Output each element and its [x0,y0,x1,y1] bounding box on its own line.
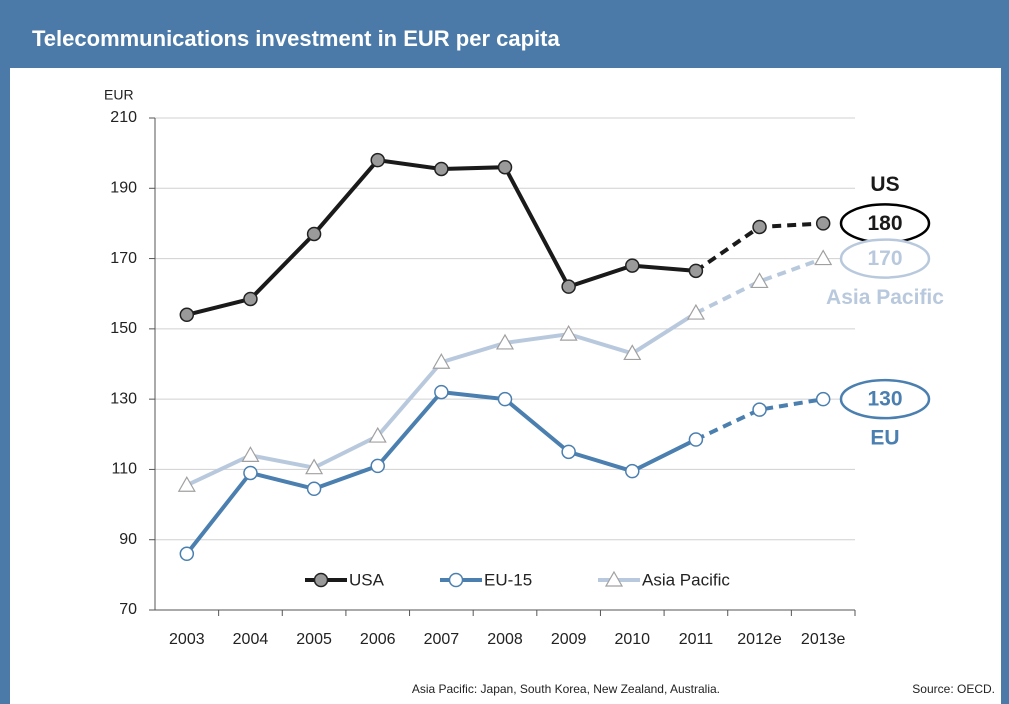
x-tick-label: 2013e [801,631,846,648]
y-tick-label: 150 [110,320,137,337]
point [625,258,640,273]
y-tick-label: 70 [119,601,137,618]
point [497,159,513,175]
header-bar [0,0,1009,68]
point [752,402,767,417]
point [815,216,831,231]
point [432,353,451,369]
y-tick-label: 190 [110,180,137,197]
x-tick-label: 2011 [679,631,714,648]
line [186,158,697,317]
point [752,219,767,235]
right-border [1001,0,1009,704]
source: Source: OECD. [912,682,995,696]
legend-marker [448,572,464,588]
footnote: Asia Pacific: Japan, South Korea, New Ze… [412,682,720,696]
end-label-oval [839,378,931,420]
y-tick-label: 90 [119,531,137,548]
point [688,432,704,447]
x-tick-label: 2012e [737,631,782,648]
end-tag: Asia Pacific [826,286,944,309]
line [185,390,697,556]
end-label: 170 [867,247,902,270]
end-label-oval [839,238,931,279]
point [306,226,322,242]
y-axis-label: EUR [104,87,134,103]
point [497,391,513,407]
point [370,152,385,168]
point [559,324,578,341]
x-tick-label: 2007 [424,631,460,648]
legend-marker [313,572,329,588]
end-tag: US [870,173,899,196]
point [625,463,640,479]
point [177,476,196,492]
point [179,307,195,323]
legend-label: Asia Pacific [642,570,730,589]
x-tick-label: 2010 [614,631,650,648]
legend-marker [604,570,624,587]
point [686,303,705,320]
point [815,391,831,407]
point [243,465,258,481]
left-border [0,0,10,704]
legend-label: EU-15 [484,570,532,589]
x-tick-label: 2009 [551,631,587,648]
end-label: 130 [867,388,902,411]
point [306,481,322,497]
end-label: 180 [867,212,902,235]
x-tick-label: 2008 [487,631,523,648]
y-tick-label: 130 [110,390,137,407]
x-tick-label: 2004 [233,631,269,648]
point [368,426,387,443]
point [688,263,704,279]
point [305,458,324,475]
chart-title: Telecommunications investment in EUR per… [32,26,560,51]
legend-label: USA [349,570,385,589]
x-tick-label: 2006 [360,631,396,648]
y-tick-label: 110 [111,461,137,478]
point [561,444,576,460]
point [623,344,642,361]
point [179,546,195,562]
point [434,161,449,177]
end-tag: EU [870,427,899,450]
point [434,384,449,400]
forecast-line [695,256,824,315]
point [241,446,260,462]
point [814,249,833,266]
y-tick-label: 210 [110,109,137,126]
point [370,458,385,474]
y-tick-label: 170 [110,250,137,267]
point [750,272,769,289]
point [243,291,258,307]
forecast-line [695,397,824,442]
point [495,333,515,350]
point [561,279,576,294]
x-tick-label: 2003 [169,631,205,648]
x-tick-label: 2005 [296,631,332,648]
